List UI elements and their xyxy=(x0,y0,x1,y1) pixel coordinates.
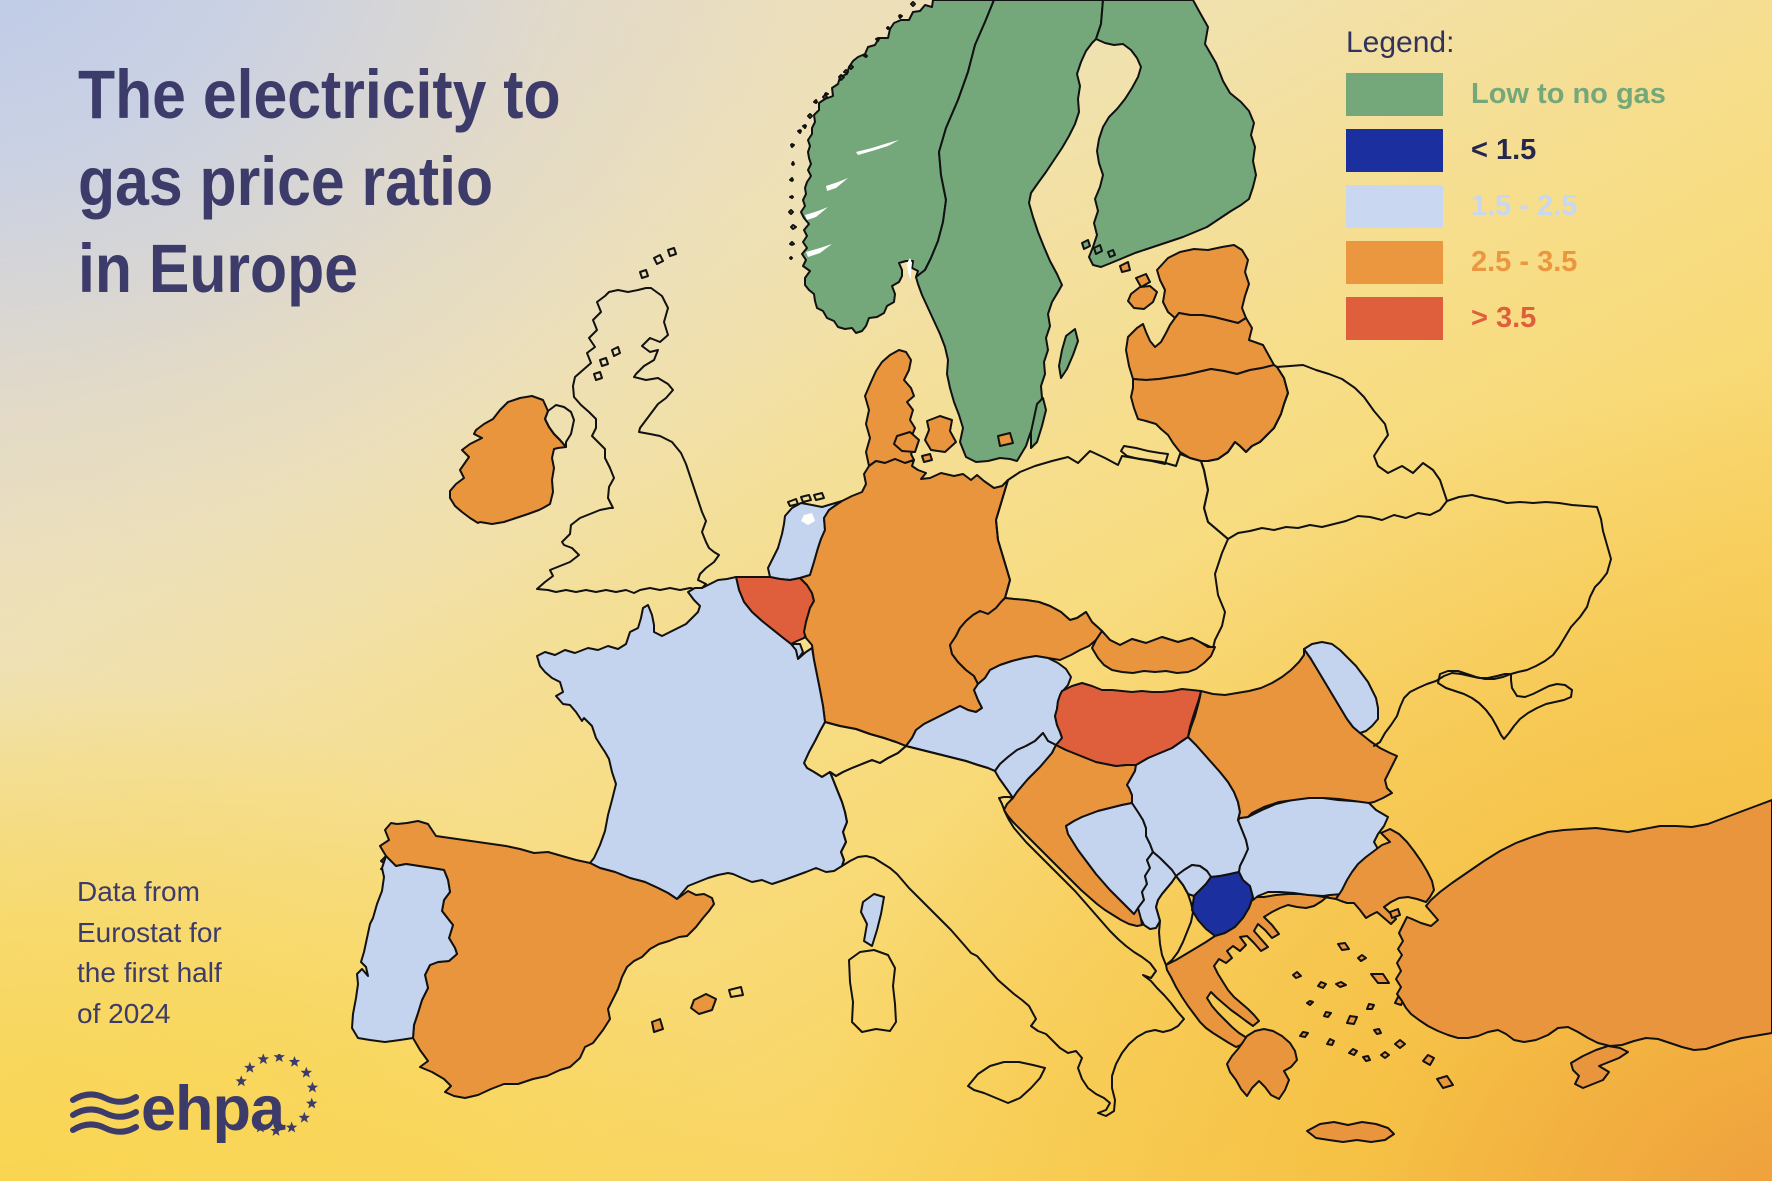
svg-text:ehpa: ehpa xyxy=(141,1074,286,1144)
